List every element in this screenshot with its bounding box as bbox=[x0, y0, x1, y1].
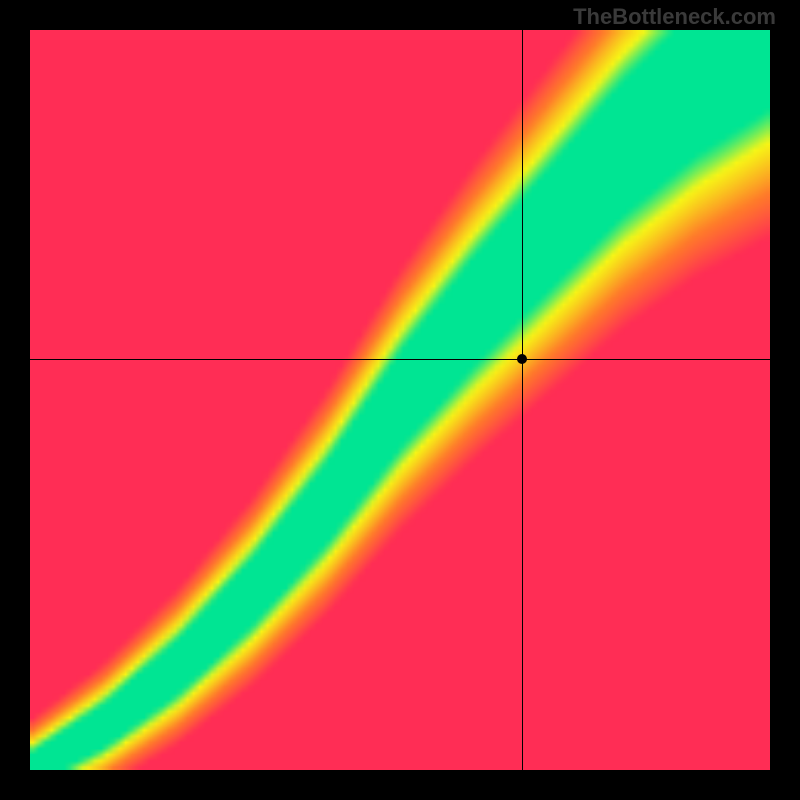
watermark-text: TheBottleneck.com bbox=[573, 4, 776, 30]
selection-marker[interactable] bbox=[517, 354, 527, 364]
crosshair-horizontal bbox=[30, 359, 770, 360]
crosshair-vertical bbox=[522, 30, 523, 770]
heatmap-plot bbox=[30, 30, 770, 770]
heatmap-canvas bbox=[30, 30, 770, 770]
